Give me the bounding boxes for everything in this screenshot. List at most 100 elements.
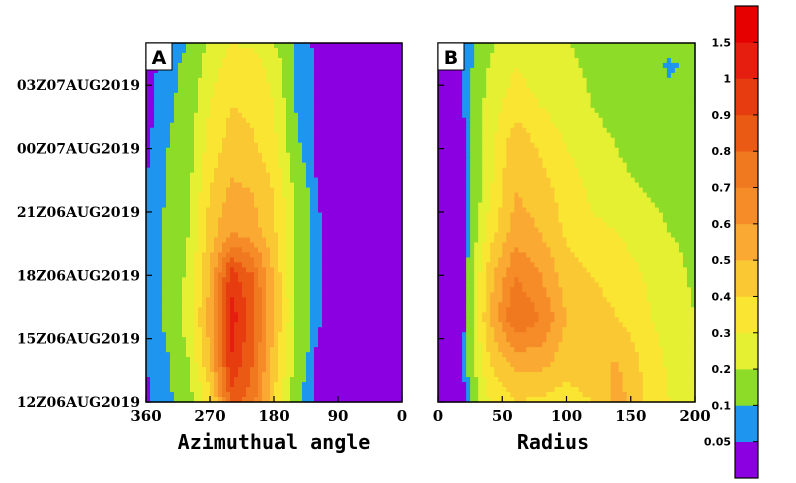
panel-a-cell <box>178 312 183 318</box>
panel-a-cell <box>350 43 355 49</box>
panel-a-cell <box>342 332 347 338</box>
panel-a-cell <box>318 272 323 278</box>
panel-b-cell <box>518 57 523 64</box>
panel-a-cell <box>254 43 259 49</box>
panel-a-cell <box>254 152 259 159</box>
panel-a-cell <box>374 152 379 159</box>
panel-a-cell <box>230 277 235 283</box>
panel-a-cell <box>234 372 239 378</box>
panel-a-cell <box>262 392 267 398</box>
panel-a-cell <box>258 112 263 119</box>
panel-a-cell <box>394 372 399 378</box>
panel-a-cell <box>270 372 275 378</box>
panel-a-cell <box>174 102 179 109</box>
panel-a-cell <box>242 267 247 273</box>
panel-a-cell <box>374 387 379 393</box>
panel-a-cell <box>298 87 303 94</box>
panel-a-cell <box>202 222 207 229</box>
panel-a-cell <box>326 147 331 154</box>
panel-a-cell <box>270 137 275 144</box>
panel-a-cell <box>398 82 403 89</box>
panel-a-cell <box>218 387 223 393</box>
panel-a-cell <box>274 162 279 169</box>
panel-a-cell <box>374 142 379 149</box>
panel-b-cell <box>482 57 487 64</box>
panel-a-cell <box>338 137 343 144</box>
panel-a-cell <box>318 162 323 169</box>
panel-a-cell <box>154 112 159 119</box>
panel-a-cell <box>386 337 391 343</box>
panel-a-cell <box>318 277 323 283</box>
panel-a-cell <box>266 257 271 263</box>
panel-a-cell <box>190 367 195 373</box>
panel-a-cell <box>330 197 335 204</box>
panel-a-cell <box>210 222 215 229</box>
panel-a-cell <box>222 122 227 129</box>
panel-a-cell <box>238 147 243 154</box>
panel-a-cell <box>290 227 295 234</box>
panel-a-cell <box>310 92 315 99</box>
panel-b-cell <box>574 62 580 69</box>
panel-a-cell <box>238 122 243 129</box>
panel-a-cell <box>242 352 247 358</box>
panel-b-cell <box>486 57 491 64</box>
panel-a-cell <box>298 287 303 293</box>
panel-a-cell <box>270 127 275 134</box>
panel-a-cell <box>254 257 259 263</box>
panel-a-cell <box>314 377 319 383</box>
panel-a-cell <box>310 282 315 288</box>
panel-a-cell <box>186 237 191 244</box>
panel-b-cell <box>666 47 672 54</box>
panel-a-cell <box>258 132 263 139</box>
panel-a-cell <box>378 137 383 144</box>
panel-a-cell <box>362 257 367 263</box>
panel-a-cell <box>190 252 195 259</box>
panel-a-cell <box>334 252 339 259</box>
panel-b-cell <box>586 43 592 49</box>
panel-a-cell <box>370 322 375 328</box>
panel-a-cell <box>370 327 375 333</box>
panel-a-cell <box>206 312 211 318</box>
panel-a-cell <box>234 247 239 254</box>
panel-a-cell <box>190 177 195 184</box>
panel-a-cell <box>166 297 171 303</box>
panel-a-cell <box>354 43 359 49</box>
panel-a-cell <box>206 367 211 373</box>
panel-a-cell <box>146 137 151 144</box>
panel-a-cell <box>182 232 187 239</box>
panel-a-cell <box>230 142 235 149</box>
panel-a-cell <box>398 332 403 338</box>
panel-a-cell <box>182 327 187 333</box>
panel-a-cell <box>282 337 287 343</box>
panel-a-cell <box>190 147 195 154</box>
panel-b-cell <box>530 47 535 54</box>
panel-a-cell <box>342 97 347 104</box>
panel-a-cell <box>338 117 343 124</box>
panel-a-cell <box>346 332 351 338</box>
panel-a-cell <box>190 287 195 293</box>
panel-a-cell <box>242 252 247 259</box>
panel-a-cell <box>294 282 299 288</box>
panel-a-cell <box>282 312 287 318</box>
panel-a-cell <box>158 262 163 268</box>
panel-a-cell <box>190 142 195 149</box>
panel-a-cell <box>322 152 327 159</box>
panel-a-cell <box>354 197 359 204</box>
panel-a-cell <box>146 322 151 328</box>
panel-a-cell <box>354 332 359 338</box>
panel-a-cell <box>158 177 163 184</box>
panel-a-cell <box>218 87 223 94</box>
panel-a-cell <box>322 137 327 144</box>
panel-a-cell <box>342 57 347 64</box>
panel-a-cell <box>246 232 251 239</box>
panel-a-cell <box>326 97 331 104</box>
panel-b-cell <box>482 47 487 54</box>
panel-a-cell <box>282 242 287 249</box>
panel-a-cell <box>342 357 347 363</box>
panel-a-cell <box>154 232 159 239</box>
panel-a-cell <box>306 367 311 373</box>
panel-a-cell <box>322 62 327 69</box>
panel-a-cell <box>378 257 383 263</box>
panel-a-cell <box>186 167 191 174</box>
panel-a-cell <box>346 297 351 303</box>
